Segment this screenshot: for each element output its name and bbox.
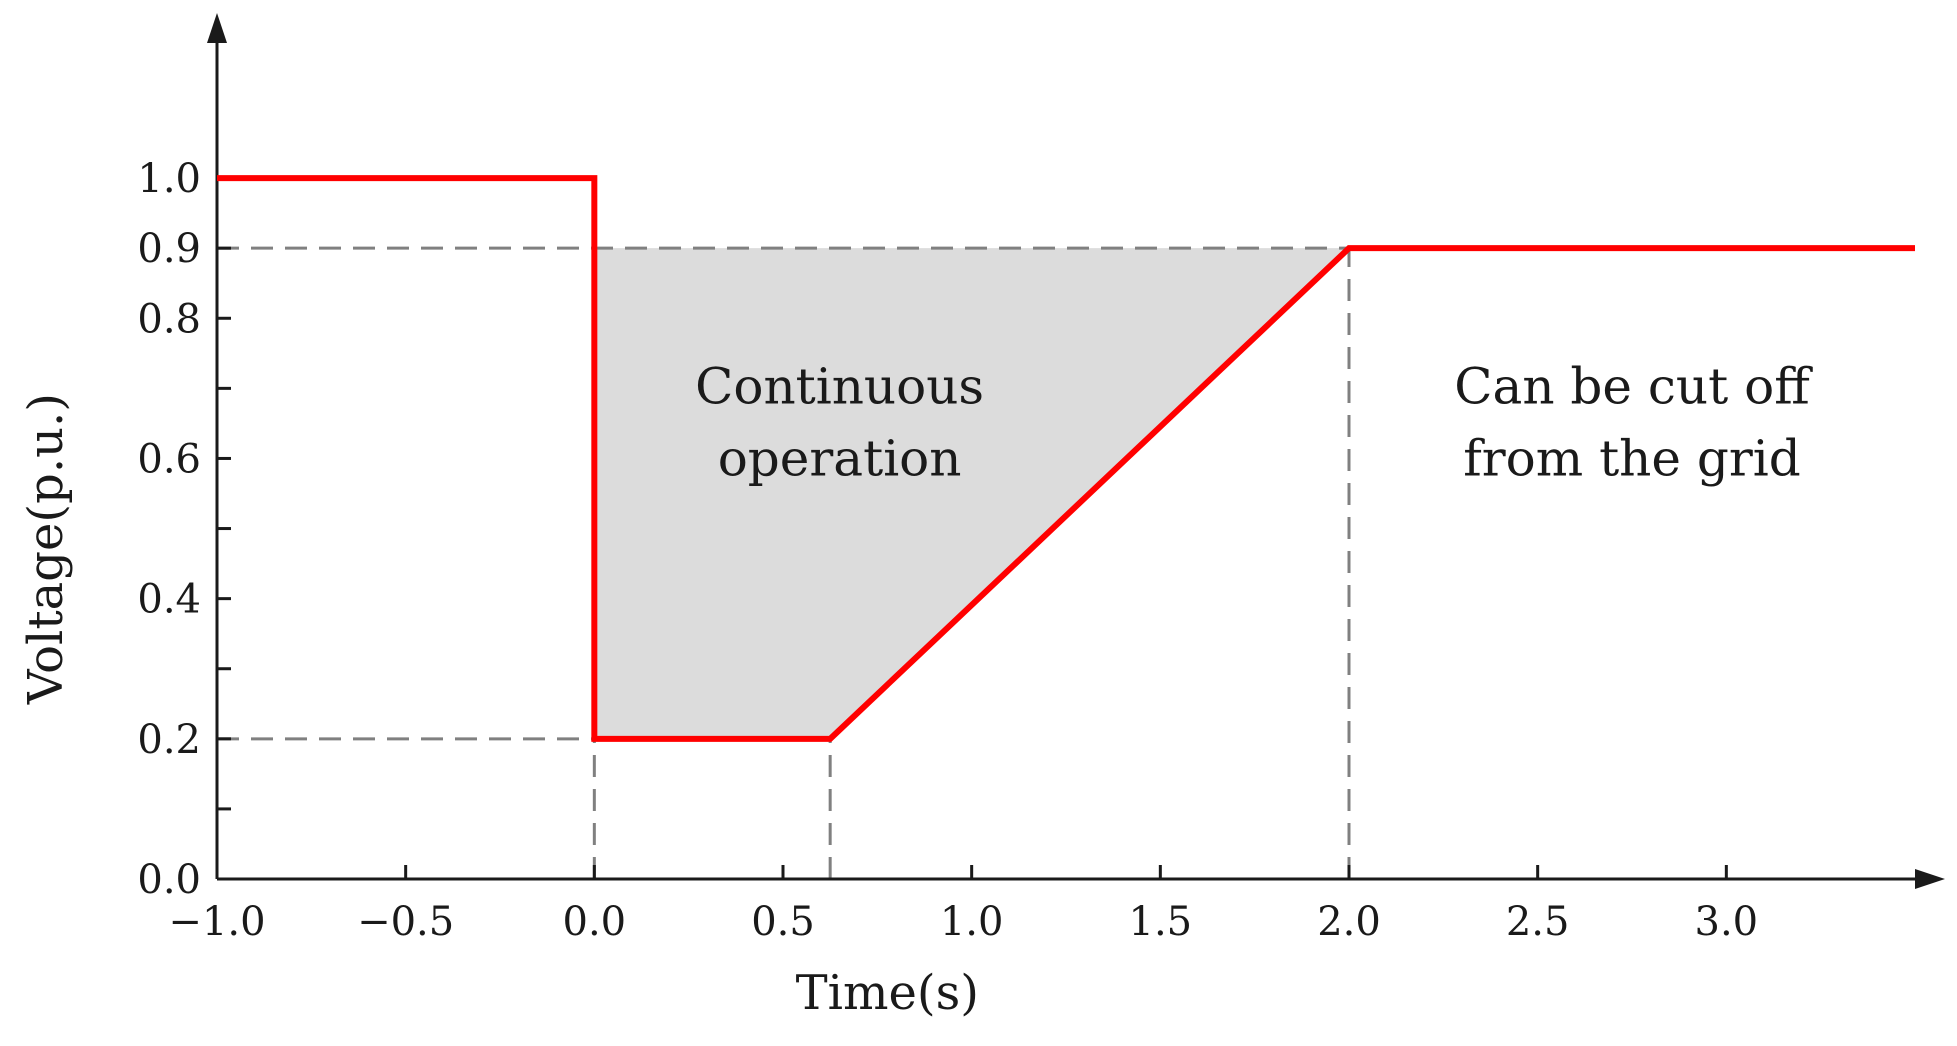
y-axis-arrow <box>207 13 227 43</box>
annotation-layer: Continuous operation Can be cut off from th… <box>695 357 1813 487</box>
region-label-line: operation <box>718 429 962 487</box>
x-tick-label: 1.0 <box>940 899 1004 945</box>
x-tick-label: 1.5 <box>1129 899 1193 945</box>
x-tick-label: −1.0 <box>168 899 265 945</box>
region-label-0: Continuous operation <box>695 357 984 487</box>
region-label-line: from the grid <box>1463 429 1801 487</box>
reference-lines-layer <box>217 246 1351 879</box>
y-tick-label: 0.4 <box>137 577 201 623</box>
x-tick-label: 2.5 <box>1506 899 1570 945</box>
x-axis-arrow <box>1915 869 1945 889</box>
region-label-1: Can be cut off from the grid <box>1454 357 1813 487</box>
shaded-region <box>594 248 1349 739</box>
y-tick-label: 0.9 <box>137 226 201 272</box>
y-tick-label: 0.6 <box>137 436 201 482</box>
voltage-curve-0 <box>217 175 1915 742</box>
x-axis-title: Time(s) <box>796 965 979 1021</box>
x-tick-label: 0.5 <box>751 899 815 945</box>
ticks-layer: −1.0 −0.5 0.0 0.5 1.0 1.5 2.0 2.5 3.0 0.0 0.2 0.4 0.… <box>137 156 1758 945</box>
y-axis-title: Voltage(p.u.) <box>18 393 74 705</box>
y-tick-label: 0.8 <box>137 296 201 342</box>
y-tick-label: 0.2 <box>137 717 201 763</box>
x-tick-label: −0.5 <box>357 899 454 945</box>
region-label-line: Can be cut off <box>1454 357 1813 415</box>
y-tick-label: 1.0 <box>137 156 201 202</box>
x-tick-label: 3.0 <box>1695 899 1759 945</box>
series-layer <box>217 175 1915 742</box>
region-label-line: Continuous <box>695 357 984 415</box>
y-tick-label: 0.0 <box>137 857 201 903</box>
shade-layer <box>594 248 1349 739</box>
x-tick-label: 0.0 <box>563 899 627 945</box>
x-tick-label: 2.0 <box>1317 899 1381 945</box>
